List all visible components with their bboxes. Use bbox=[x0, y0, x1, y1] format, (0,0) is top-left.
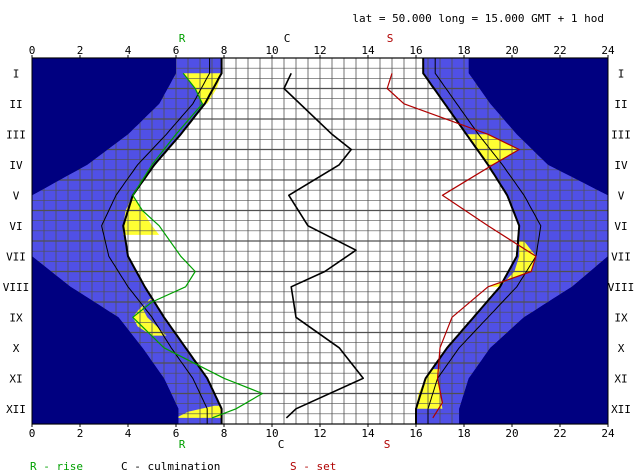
x-tick-label-bottom: 10 bbox=[265, 427, 278, 440]
x-tick-label-top: 12 bbox=[313, 44, 326, 57]
x-tick-label-top: 14 bbox=[361, 44, 375, 57]
month-label-left: VI bbox=[9, 220, 22, 233]
series-c-line bbox=[283, 72, 364, 419]
month-label-right: IX bbox=[614, 311, 628, 324]
month-label-right: VII bbox=[611, 250, 631, 263]
rise-marker-top: R bbox=[179, 32, 186, 45]
month-label-right: V bbox=[618, 189, 625, 202]
night-right bbox=[459, 58, 608, 424]
x-tick-label-top: 0 bbox=[29, 44, 36, 57]
month-label-left: I bbox=[13, 67, 20, 80]
set-marker-top: S bbox=[387, 32, 394, 45]
legend-culmination: C - culmination bbox=[121, 460, 220, 473]
month-label-left: VII bbox=[6, 250, 26, 263]
month-label-left: IV bbox=[9, 159, 23, 172]
month-label-right: XI bbox=[614, 372, 627, 385]
x-tick-label-bottom: 2 bbox=[77, 427, 84, 440]
civil-dawn-line bbox=[101, 58, 211, 424]
x-tick-label-top: 2 bbox=[77, 44, 84, 57]
month-label-left: III bbox=[6, 128, 26, 141]
month-label-left: V bbox=[13, 189, 20, 202]
sunset-line bbox=[415, 58, 521, 424]
location-header: lat = 50.000 long = 15.000 GMT + 1 hod bbox=[352, 12, 604, 25]
x-tick-label-bottom: 4 bbox=[125, 427, 132, 440]
month-label-right: XII bbox=[611, 403, 631, 416]
plot-area bbox=[32, 57, 608, 425]
month-label-right: III bbox=[611, 128, 631, 141]
set-marker-bottom: S bbox=[384, 438, 391, 451]
x-tick-label-top: 4 bbox=[125, 44, 132, 57]
x-tick-label-bottom: 8 bbox=[221, 427, 228, 440]
x-tick-label-bottom: 20 bbox=[505, 427, 518, 440]
month-label-left: X bbox=[13, 342, 20, 355]
month-label-right: VI bbox=[614, 220, 627, 233]
x-tick-label-top: 16 bbox=[409, 44, 422, 57]
x-tick-label-bottom: 6 bbox=[173, 427, 180, 440]
x-tick-label-bottom: 12 bbox=[313, 427, 326, 440]
x-tick-label-bottom: 14 bbox=[361, 427, 375, 440]
month-label-left: IX bbox=[9, 311, 23, 324]
x-tick-label-top: 24 bbox=[601, 44, 615, 57]
x-tick-label-bottom: 0 bbox=[29, 427, 36, 440]
month-label-right: X bbox=[618, 342, 625, 355]
legend-set: S - set bbox=[290, 460, 336, 473]
month-label-right: I bbox=[618, 67, 625, 80]
month-label-left: XII bbox=[6, 403, 26, 416]
x-tick-label-bottom: 22 bbox=[553, 427, 566, 440]
moon-twilight-patch bbox=[123, 195, 160, 235]
x-tick-label-top: 22 bbox=[553, 44, 566, 57]
moon-twilight-patch bbox=[416, 369, 443, 409]
month-label-left: II bbox=[9, 98, 22, 111]
civil-dusk-line bbox=[427, 58, 542, 424]
x-tick-label-top: 20 bbox=[505, 44, 518, 57]
series-s-line bbox=[386, 73, 537, 419]
month-label-right: IV bbox=[614, 159, 628, 172]
moon-twilight-patch bbox=[132, 298, 167, 336]
axes: 0022446688101012121414161618182020222224… bbox=[3, 44, 635, 440]
x-tick-label-bottom: 24 bbox=[601, 427, 615, 440]
month-label-right: VIII bbox=[608, 281, 635, 294]
x-tick-label-top: 6 bbox=[173, 44, 180, 57]
x-tick-label-top: 10 bbox=[265, 44, 278, 57]
legend-rise: R - rise bbox=[30, 460, 83, 473]
month-label-left: XI bbox=[9, 372, 22, 385]
x-tick-label-bottom: 18 bbox=[457, 427, 470, 440]
moon-twilight-patch bbox=[176, 405, 222, 418]
month-label-right: II bbox=[614, 98, 627, 111]
night-left bbox=[32, 58, 179, 424]
rise-marker-bottom: R bbox=[179, 438, 186, 451]
series-r-line bbox=[132, 72, 263, 419]
x-tick-label-top: 8 bbox=[221, 44, 228, 57]
month-label-left: VIII bbox=[3, 281, 30, 294]
culmination-marker-top: C bbox=[284, 32, 291, 45]
culmination-marker-bottom: C bbox=[278, 438, 285, 451]
x-tick-label-top: 18 bbox=[457, 44, 470, 57]
x-tick-label-bottom: 16 bbox=[409, 427, 422, 440]
sunrise-line bbox=[122, 58, 223, 424]
